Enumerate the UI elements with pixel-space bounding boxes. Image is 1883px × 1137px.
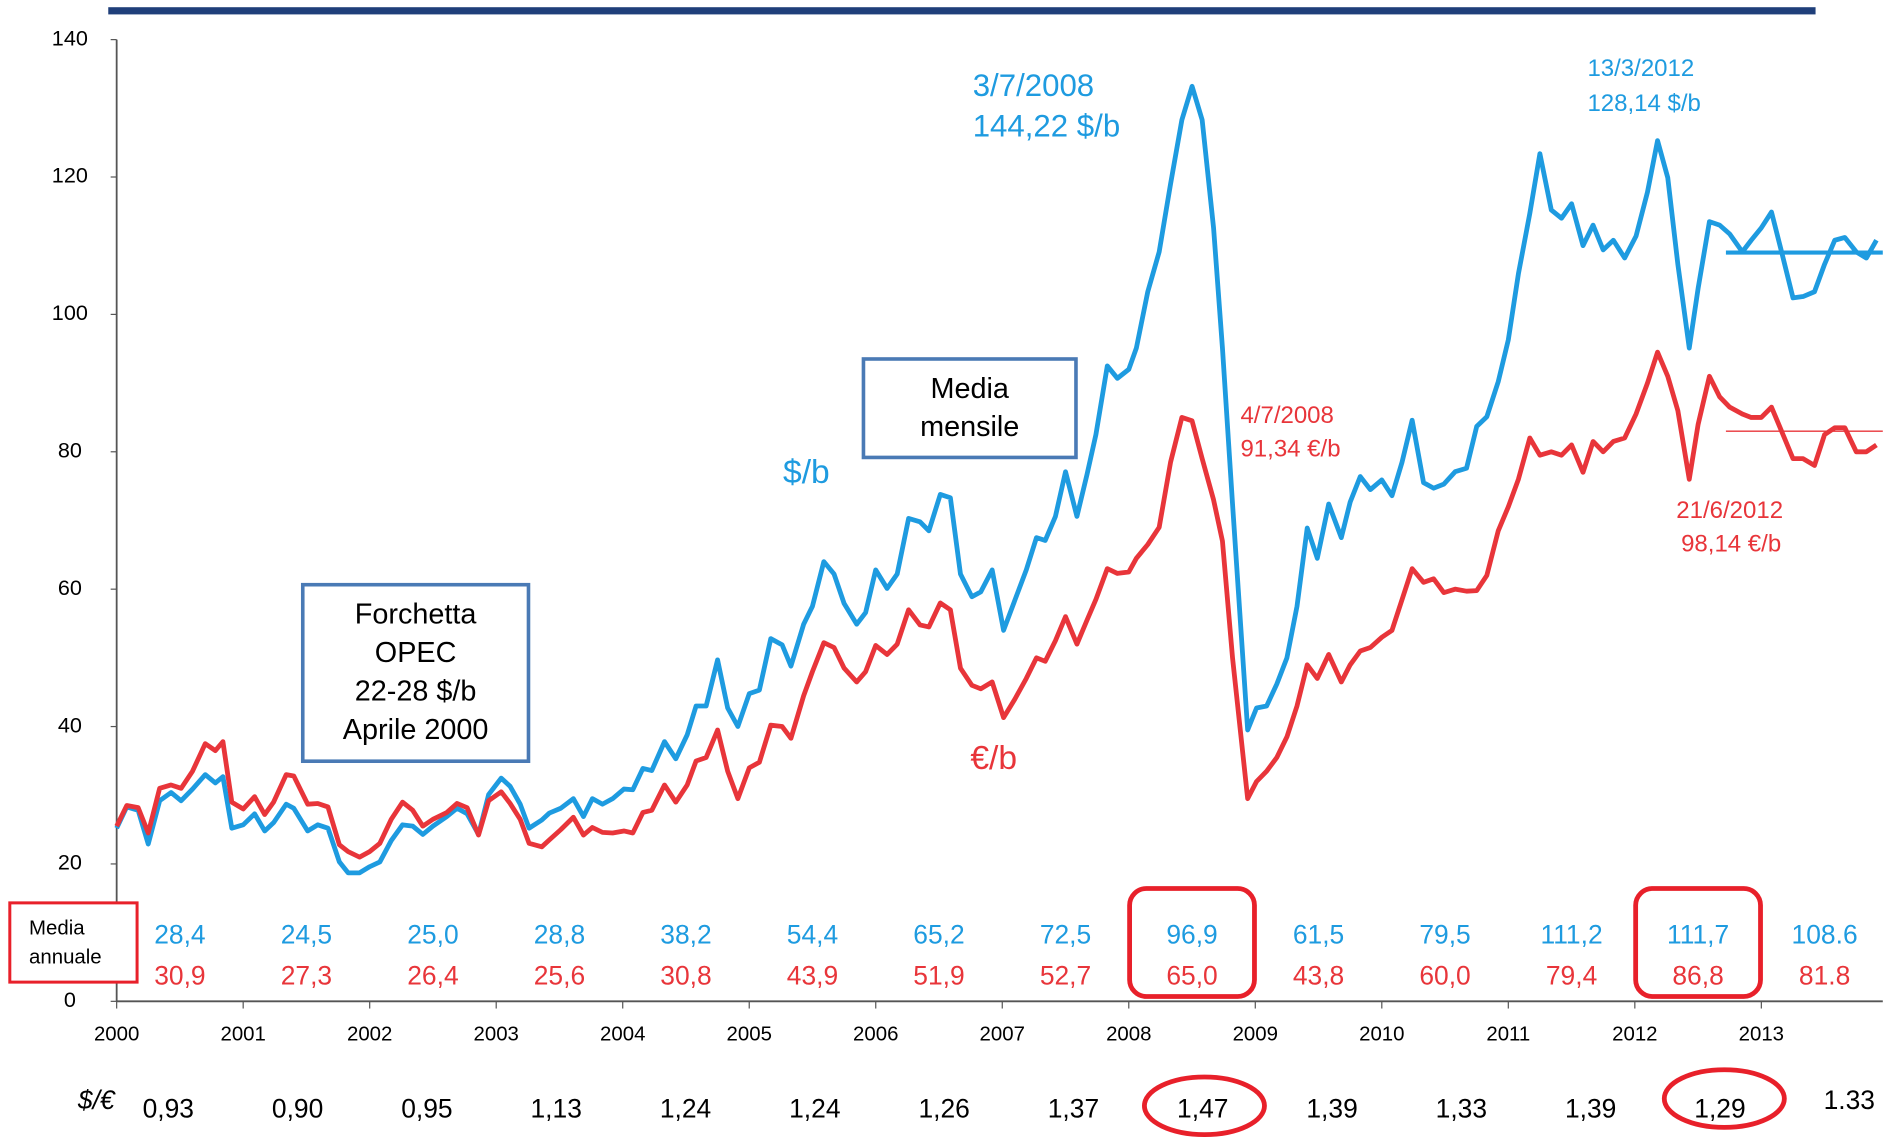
x-tick-label: 2008: [1106, 1023, 1151, 1045]
annual-eur: 86,8: [1672, 960, 1723, 990]
annotation: 13/3/2012: [1587, 55, 1694, 82]
exchange-value: 1.33: [1824, 1085, 1875, 1115]
highlight: [1127, 886, 1257, 999]
y-tick-label: 140: [52, 25, 88, 50]
x-tick-label: 2012: [1612, 1023, 1657, 1045]
exchange-value: 0,90: [272, 1094, 323, 1124]
x-tick-label: 2001: [220, 1023, 265, 1045]
series-line: [114, 349, 1878, 860]
annual-eur: 26,4: [407, 960, 458, 990]
x-tick-label: 2013: [1739, 1023, 1784, 1045]
exchange-value: 1,29: [1694, 1094, 1745, 1124]
annotation: 4/7/2008: [1240, 402, 1333, 429]
exchange-value: 1,24: [660, 1094, 711, 1124]
annual-eur: 27,3: [281, 960, 332, 990]
annotation: 128,14 $/b: [1587, 90, 1700, 117]
annual-usd: 111,7: [1667, 919, 1729, 949]
text-box-line: Forchetta: [355, 599, 478, 631]
x-tick-label: 2010: [1359, 1023, 1404, 1045]
text-box-line: mensile: [920, 411, 1019, 443]
annual-usd: 61,5: [1293, 919, 1344, 949]
exchange-value: 1,26: [918, 1094, 969, 1124]
highlight: [1661, 1067, 1787, 1130]
exchange-value: 0,93: [143, 1094, 194, 1124]
annual-usd: 24,5: [281, 919, 332, 949]
x-tick-label: 2004: [600, 1023, 645, 1045]
annual-eur: 25,6: [534, 960, 585, 990]
annual-eur: 65,0: [1166, 960, 1217, 990]
annual-usd: 96,9: [1166, 919, 1217, 949]
x-tick-label: 2002: [347, 1023, 392, 1045]
y-tick-label: 60: [58, 575, 82, 600]
exchange-label: $/€: [77, 1085, 116, 1115]
series-label: €/b: [970, 740, 1017, 777]
x-tick-label: 2006: [853, 1023, 898, 1045]
annual-label: annuale: [29, 946, 102, 968]
annual-usd: 79,5: [1419, 919, 1470, 949]
y-tick-label: 80: [58, 437, 82, 462]
annotation: 144,22 $/b: [973, 109, 1120, 144]
annual-usd: 25,0: [407, 919, 458, 949]
annotation: 98,14 €/b: [1681, 530, 1781, 557]
annual-eur: 30,9: [154, 960, 205, 990]
annual-eur: 81.8: [1799, 960, 1850, 990]
x-tick-label: 2011: [1486, 1023, 1530, 1045]
annual-usd: 65,2: [913, 919, 964, 949]
exchange-value: 1,39: [1306, 1094, 1357, 1124]
x-tick-label: 2005: [727, 1023, 772, 1045]
annual-eur: 43,8: [1293, 960, 1344, 990]
exchange-value: 1,33: [1436, 1094, 1487, 1124]
exchange-value: 1,37: [1048, 1094, 1099, 1124]
annual-eur: 30,8: [660, 960, 711, 990]
annual-eur: 60,0: [1419, 960, 1470, 990]
annual-usd: 28,8: [534, 919, 585, 949]
series-label: $/b: [783, 454, 830, 491]
text-box: [861, 357, 1078, 460]
exchange-value: 0,95: [401, 1094, 452, 1124]
x-tick-label: 2009: [1233, 1023, 1278, 1045]
x-tick-label: 2000: [94, 1023, 139, 1045]
annual-usd: 54,4: [787, 919, 838, 949]
text-box-line: 22-28 $/b: [355, 675, 477, 707]
header-bar: [108, 7, 1816, 15]
y-tick-label: 100: [52, 300, 88, 325]
y-tick-label: 20: [58, 850, 82, 875]
annual-eur: 52,7: [1040, 960, 1091, 990]
highlight: [1633, 886, 1763, 999]
text-box: [300, 582, 531, 764]
y-tick-label: 120: [52, 163, 88, 188]
annual-eur: 43,9: [787, 960, 838, 990]
annotation: 3/7/2008: [973, 68, 1094, 103]
annual-usd: 72,5: [1040, 919, 1091, 949]
series-line: [114, 83, 1879, 876]
exchange-value: 1,47: [1177, 1094, 1228, 1124]
exchange-value: 1,24: [789, 1094, 840, 1124]
y-tick-label: 40: [58, 712, 82, 737]
exchange-value: 1,39: [1565, 1094, 1616, 1124]
annual-label: Media: [29, 918, 85, 940]
annual-usd: 108.6: [1792, 919, 1858, 949]
y-tick-label: 0: [64, 987, 76, 1012]
annual-eur: 79,4: [1546, 960, 1597, 990]
annual-usd: 28,4: [154, 919, 205, 949]
annotation: 91,34 €/b: [1240, 436, 1340, 463]
text-box-line: Media: [930, 373, 1009, 405]
annual-usd: 111,2: [1540, 919, 1602, 949]
annual-usd: 38,2: [660, 919, 711, 949]
highlight: [1142, 1074, 1267, 1137]
exchange-value: 1,13: [531, 1094, 582, 1124]
legend-box: [8, 901, 139, 984]
x-tick-label: 2007: [980, 1023, 1025, 1045]
text-box-line: Aprile 2000: [343, 714, 489, 746]
annual-eur: 51,9: [913, 960, 964, 990]
x-tick-label: 2003: [474, 1023, 519, 1045]
annotation: 21/6/2012: [1676, 497, 1783, 524]
text-box-line: OPEC: [375, 637, 457, 669]
